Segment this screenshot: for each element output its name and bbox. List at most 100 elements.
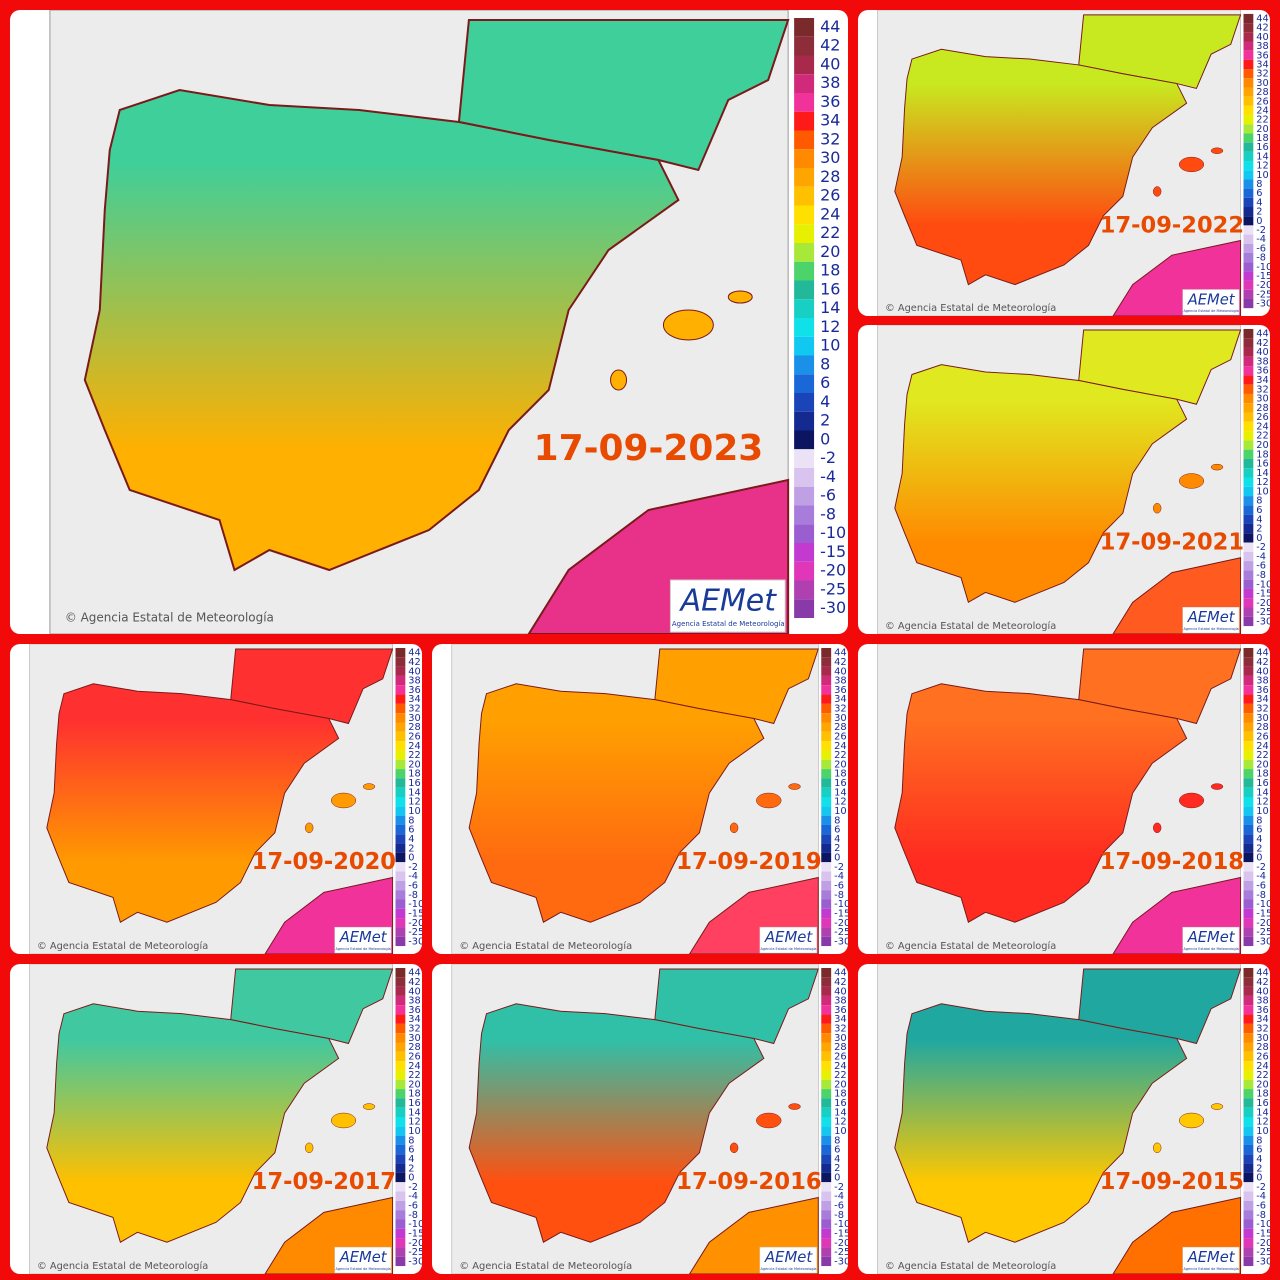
scale-label: -20 [408,918,422,929]
scale-label: 20 [408,1079,420,1090]
scale-swatch [1243,431,1254,441]
scale-swatch [395,1126,406,1136]
scale-label: -6 [834,1200,844,1211]
scale-swatch [395,1079,406,1090]
scale-label: -25 [408,927,422,938]
scale-label: 40 [1256,347,1268,358]
scale-swatch [794,299,815,318]
scale-swatch [821,647,832,658]
scale-swatch [1243,1172,1254,1183]
scale-swatch [1243,412,1254,422]
scale-swatch [1243,1200,1254,1211]
scale-label: 32 [834,704,847,715]
scale-label: 0 [1256,216,1262,227]
scale-swatch [821,1042,832,1052]
scale-label: -6 [1256,561,1266,572]
scale-swatch [1243,908,1254,919]
scale-label: 44 [1256,14,1268,25]
scale-label: 34 [834,1014,847,1025]
scale-label: -25 [408,1247,422,1258]
copyright: © Agencia Estatal de Meteorología [459,1260,632,1272]
scale-label: 16 [834,778,847,789]
scale-label: 6 [1256,1145,1262,1156]
scale-swatch [1243,496,1254,506]
scale-swatch [1243,514,1254,524]
scale-label: 18 [820,261,840,280]
scale-label: 14 [1256,468,1268,479]
scale-label: 40 [834,666,847,677]
scale-swatch [794,243,815,262]
scale-swatch [794,224,815,243]
date-label: 17-09-2016 [676,1169,822,1195]
scale-swatch [1243,262,1254,272]
scale-swatch [794,449,815,468]
scale-swatch [821,1256,832,1267]
iberia [468,683,765,923]
scale-label: 38 [834,676,847,687]
copyright: © Agencia Estatal de Meteorología [885,1260,1056,1272]
scale-swatch [794,149,815,168]
scale-swatch [1243,1005,1254,1015]
scale-label: 24 [1256,741,1268,752]
logo: AEMet [339,929,388,946]
scale-swatch [794,411,815,431]
map: 17-09-2023 © Agencia Estatal de Meteorolo… [49,10,846,634]
logo-box [1182,289,1240,316]
scale-swatch [395,908,406,919]
scale-swatch [821,1247,832,1257]
mallorca [331,792,357,809]
scale-swatch [1243,523,1254,534]
scale-label: 38 [408,676,420,687]
logo-box [1182,1246,1240,1274]
scale-label: 36 [834,1005,847,1016]
scale-label: 6 [1256,505,1262,516]
scale-label: 16 [1256,1098,1268,1109]
scale-label: -25 [1256,1247,1270,1258]
scale-label: 26 [408,731,420,742]
ibiza [1153,186,1162,197]
scale-swatch [821,685,832,695]
copyright: © Agencia Estatal de Meteorología [885,302,1056,314]
scale-swatch [1243,225,1254,235]
logo: AEMet [1187,1249,1236,1266]
logo-box [759,926,818,954]
scale-label: -10 [1256,579,1270,590]
scale-swatch [821,694,832,704]
scale-swatch [821,967,832,978]
scale-label: -6 [1256,243,1266,254]
scale-label: 8 [834,815,840,826]
scale-swatch [1243,234,1254,244]
scale-label: 24 [408,1061,420,1072]
scale-swatch [821,750,832,760]
scale-label: -15 [408,1228,422,1239]
scale-swatch [1243,871,1254,881]
scale-swatch [1243,741,1254,751]
scale-label: 22 [1256,750,1268,761]
scale-label: 26 [1256,731,1268,742]
scale-swatch [821,722,832,732]
scale-label: -15 [834,908,848,919]
scale-swatch [1243,23,1254,33]
scale-label: 18 [1256,449,1268,460]
scale-label: -20 [820,561,846,580]
scale-swatch [1243,1042,1254,1052]
scale-swatch [821,1135,832,1145]
scale-swatch [821,1107,832,1118]
scale-label: 20 [820,242,840,261]
map-panel: 17-09-2020 © Agencia Estatal de Meteorolo… [10,644,422,954]
scale-swatch [1243,347,1254,357]
ibiza [1153,503,1162,514]
scale-swatch [395,1070,406,1080]
scale-swatch [821,824,832,835]
scale-label: 44 [1256,329,1268,340]
scale-label: 32 [1256,1023,1268,1034]
scale-swatch [395,750,406,760]
scale-label: 40 [820,54,840,73]
scale-swatch [1243,458,1254,469]
scale-swatch [1243,890,1254,900]
ibiza [1153,822,1162,834]
scale-label: 36 [834,685,847,696]
scale-swatch [395,967,406,978]
scale-swatch [1243,280,1254,290]
scale-swatch [1243,616,1254,627]
